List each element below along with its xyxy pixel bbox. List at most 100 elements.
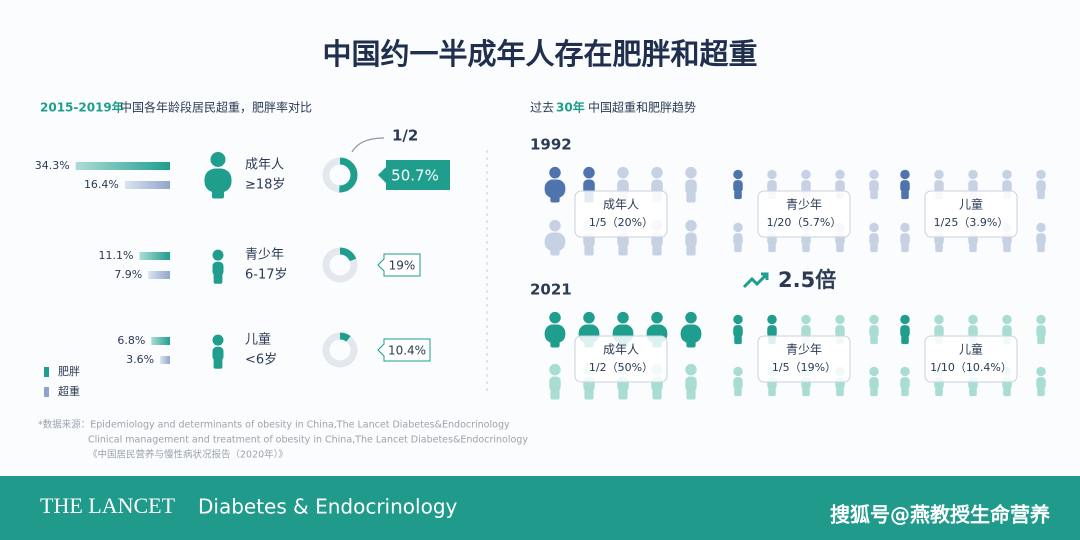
person-body [1036,325,1046,338]
person-legs [686,389,696,400]
person-legs [213,273,223,284]
person-head [1036,314,1046,325]
group-ratio: 1/5（20%） [589,216,653,229]
group-name: 儿童 [245,332,271,348]
trend-num: 30年 [556,100,585,115]
person-head [733,169,743,180]
person-head [733,366,743,377]
source-line: *数据来源：Epidemiology and determinants of o… [38,419,510,431]
year: 1992 [530,136,572,154]
person-head [900,366,910,377]
person-body [968,180,978,193]
bar-label: 6.8% [117,334,145,347]
donut-arc [322,332,358,368]
trend-post: 中国超重和肥胖趋势 [588,100,696,115]
ratio-box [574,190,668,238]
person-head [685,219,697,232]
person-head [583,311,595,324]
journal-subtitle: Diabetes & Endocrinology [198,495,458,519]
person-legs [935,243,943,253]
group-name: 成年人 [603,343,639,357]
person-head [934,314,944,325]
person-legs [901,335,909,345]
source-line: 《中国居民营养与慢性病状况报告（2020年）》 [88,449,288,461]
age-icon [204,152,232,199]
group-ratio: 1/10（10.4%） [930,361,1012,374]
year: 2021 [530,281,572,299]
person-body [869,377,879,390]
combined-label: 50.7% [391,167,439,185]
person-head [1002,169,1012,180]
person-head [767,314,777,325]
donut-arc [322,157,358,193]
combined-label: 10.4% [388,344,426,358]
person-legs [969,387,977,397]
person-head [1036,366,1046,377]
bar-obesity [139,252,170,260]
person-body [869,180,879,193]
person-legs [550,192,560,203]
group-ratio: 1/2（50%） [589,361,653,374]
person-legs [901,243,909,253]
person-legs [550,389,560,400]
bar-obesity [75,162,170,170]
person-body [685,179,697,195]
person-body [204,168,232,193]
person-body [934,180,944,193]
person-head [869,366,879,377]
half-arrow [351,137,385,153]
person-legs [870,387,878,397]
group-ratio: 1/25（3.9%） [934,216,1009,229]
legend-label: 肥胖 [58,365,80,378]
person-head [733,314,743,325]
person-legs [1037,190,1045,200]
ratio-box [757,335,851,383]
trend-arrow [742,272,769,289]
age-icon [212,334,224,369]
person-body [733,233,743,246]
person-body [1002,325,1012,338]
person-head [869,169,879,180]
person-legs [836,387,844,397]
person-body [900,377,910,390]
person-body [685,376,697,392]
person-body [900,233,910,246]
person-body [544,179,566,198]
person-body [680,324,702,343]
person-legs [550,245,560,256]
person-body [934,325,944,338]
person-head [617,311,629,324]
person-head [934,169,944,180]
legend-swatch [44,387,49,397]
person-body [544,324,566,343]
person-legs [686,192,696,203]
bar-overweight [148,271,170,279]
person-head [212,249,224,261]
person-legs [768,243,776,253]
person-legs [802,243,810,253]
person-head [900,314,910,325]
person-head [968,314,978,325]
person-body [1036,233,1046,246]
person-body [801,325,811,338]
group-age: <6岁 [245,353,277,368]
person-head [685,166,697,179]
person-head [968,169,978,180]
ratio-box [574,335,668,383]
person-body [212,261,224,276]
person-legs [734,190,742,200]
bar-label: 11.1% [99,249,134,262]
person-legs [584,389,594,400]
person-legs [1003,243,1011,253]
person-head [1002,314,1012,325]
person-head [801,314,811,325]
person-legs [686,337,696,348]
group-name: 青少年 [786,343,822,357]
trend-pre: 过去 [530,101,554,115]
bar-label: 16.4% [84,178,119,191]
callout [378,160,450,190]
subtitle: 中国各年龄段居民超重，肥胖率对比 [120,100,312,115]
person-legs [1037,243,1045,253]
donut-arc [322,247,358,283]
